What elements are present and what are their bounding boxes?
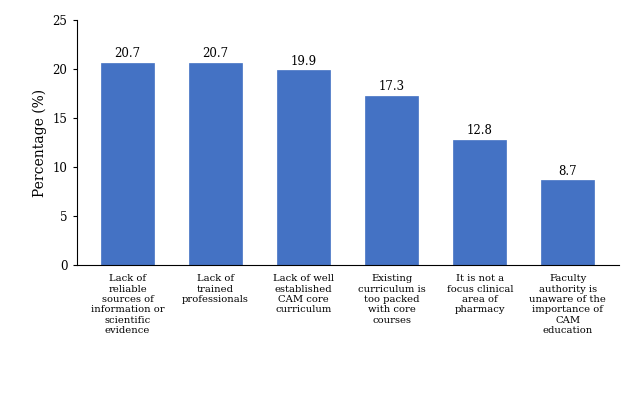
Bar <box>542 180 594 265</box>
Bar <box>101 62 154 265</box>
Bar <box>278 70 330 265</box>
Text: 20.7: 20.7 <box>115 47 141 60</box>
Y-axis label: Percentage (%): Percentage (%) <box>33 89 47 197</box>
Text: 20.7: 20.7 <box>203 47 228 60</box>
Text: 8.7: 8.7 <box>558 164 577 177</box>
Bar <box>189 62 242 265</box>
Text: 12.8: 12.8 <box>467 124 493 137</box>
Bar <box>454 140 506 265</box>
Text: 19.9: 19.9 <box>291 55 316 68</box>
Text: 17.3: 17.3 <box>379 80 404 93</box>
Bar <box>366 96 418 265</box>
